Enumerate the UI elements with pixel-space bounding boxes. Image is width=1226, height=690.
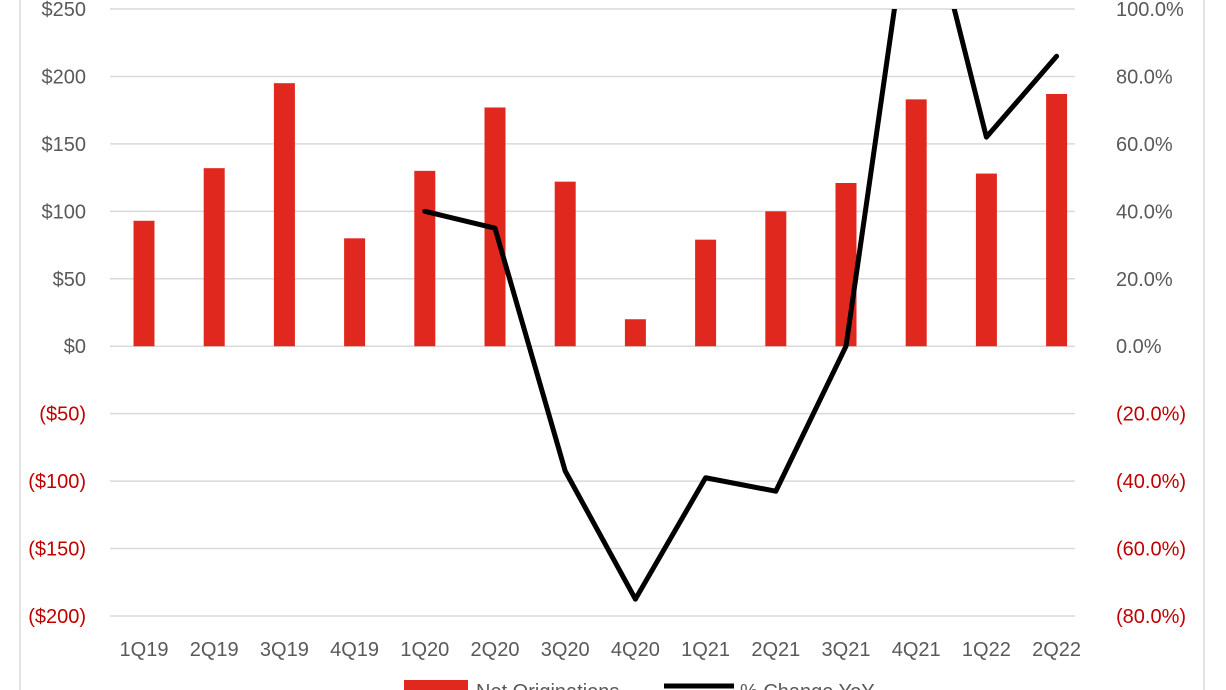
x-tick-label: 3Q19 (260, 639, 309, 661)
x-tick-label: 1Q22 (962, 639, 1011, 661)
right-tick-label: 100.0% (1116, 0, 1184, 21)
x-tick-label: 2Q19 (190, 639, 239, 661)
left-tick-label: $0 (64, 336, 86, 358)
x-tick-label: 2Q22 (1032, 639, 1081, 661)
bar (344, 238, 366, 347)
line-path (422, 9, 1060, 602)
right-tick-label: (40.0%) (1116, 471, 1186, 493)
left-tick-label: $50 (53, 269, 86, 291)
x-tick-label: 4Q20 (611, 639, 660, 661)
left-tick-label: $200 (42, 66, 87, 88)
right-tick-label: 40.0% (1116, 201, 1173, 223)
gridlines (19, 0, 1205, 690)
right-tick-label: (60.0%) (1116, 539, 1186, 561)
bar (133, 220, 155, 347)
right-tick-label: (80.0%) (1116, 606, 1186, 628)
x-tick-label: 1Q19 (120, 639, 169, 661)
x-tick-label: 2Q20 (471, 639, 520, 661)
left-y-axis: $250 $200 $150 $100 $50 $0 ($50) ($100) ($150) ($… (28, 0, 86, 628)
right-tick-label: 60.0% (1116, 134, 1173, 156)
bar (624, 319, 646, 347)
left-tick-label: ($150) (28, 539, 86, 561)
x-tick-label: 1Q20 (400, 639, 449, 661)
bar (414, 170, 436, 347)
left-tick-label: ($50) (39, 404, 86, 426)
left-tick-label: $150 (42, 134, 87, 156)
bar (765, 211, 787, 347)
left-tick-label: ($100) (28, 471, 86, 493)
left-tick-label: ($200) (28, 606, 86, 628)
bar (835, 183, 857, 347)
bar (1046, 93, 1068, 347)
bar (273, 83, 295, 347)
right-tick-label: 0.0% (1116, 336, 1162, 358)
legend-swatch-bars (404, 680, 468, 690)
bar (975, 173, 997, 347)
line-series-percent-change (422, 9, 1060, 602)
bar (695, 239, 717, 347)
bars-series-net-originations (133, 83, 1068, 347)
legend-label-line: % Change YoY (740, 681, 875, 690)
x-tick-label: 2Q21 (751, 639, 800, 661)
left-tick-label: $100 (42, 201, 87, 223)
right-tick-label: (20.0%) (1116, 404, 1186, 426)
x-tick-label: 1Q21 (681, 639, 730, 661)
right-tick-label: 80.0% (1116, 66, 1173, 88)
bar (554, 181, 576, 347)
x-tick-label: 3Q21 (822, 639, 871, 661)
bar (905, 99, 927, 347)
x-tick-label: 4Q19 (330, 639, 379, 661)
left-tick-label: $250 (42, 0, 87, 21)
right-y-axis: 100.0% 80.0% 60.0% 40.0% 20.0% 0.0% (20.0%) (40… (1116, 0, 1186, 628)
x-tick-label: 4Q21 (892, 639, 941, 661)
right-tick-label: 20.0% (1116, 269, 1173, 291)
bar (203, 168, 225, 347)
legend: Net Originations % Change YoY (404, 680, 875, 690)
legend-label-bars: Net Originations (476, 681, 619, 690)
x-axis: 1Q19 2Q19 3Q19 4Q19 1Q20 2Q20 3Q20 4Q20 1Q21 2Q21… (120, 639, 1082, 661)
x-tick-label: 3Q20 (541, 639, 590, 661)
